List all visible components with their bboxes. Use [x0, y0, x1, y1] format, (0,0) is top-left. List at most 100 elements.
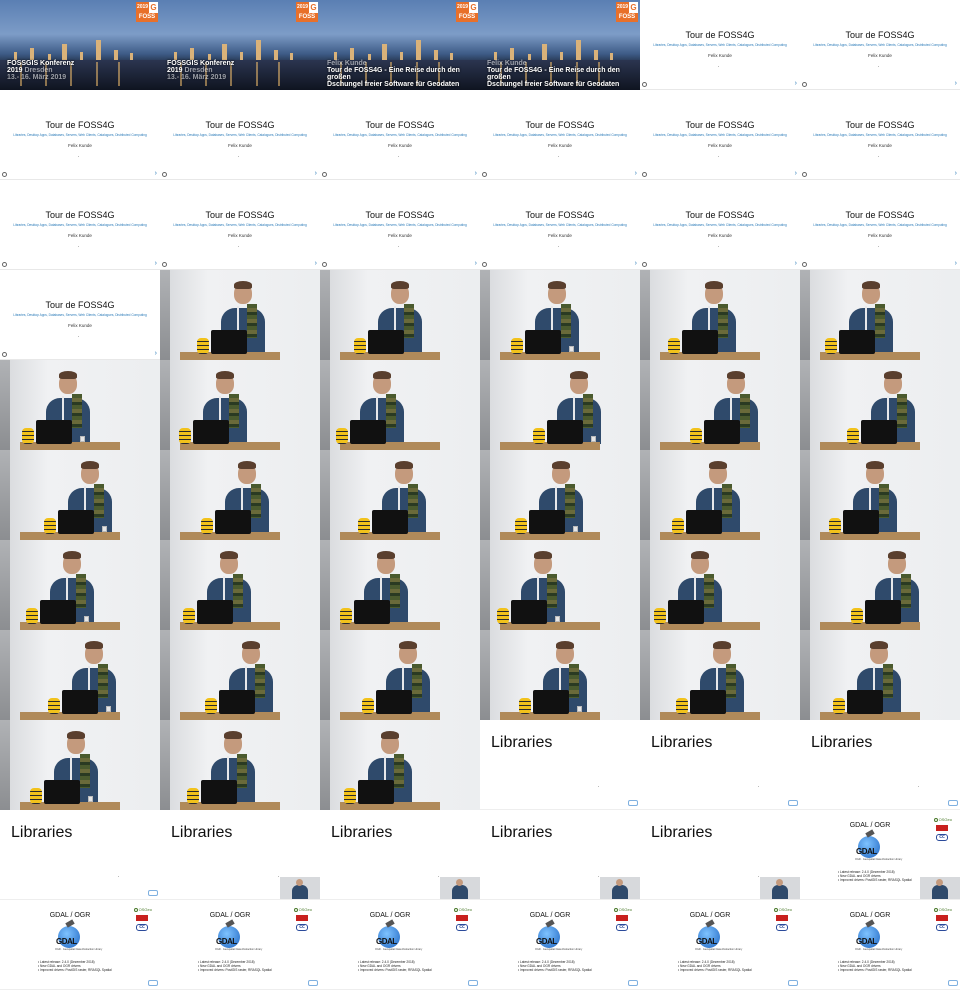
next-arrow-icon[interactable]: › — [954, 260, 957, 267]
thumbnail-title-talk[interactable]: 2019 G FOSS Felix Kunde Tour de FOSS4G - Ein… — [480, 0, 640, 90]
slide-nav-icon[interactable] — [628, 980, 638, 986]
thumbnail-libraries-pip[interactable]: Libraries — [320, 810, 480, 900]
slide-nav-icon[interactable] — [308, 980, 318, 986]
slide-nav-icon[interactable] — [788, 980, 798, 986]
thumbnail-tour[interactable]: Tour de FOSS4G Libraries, Desktop Apps, D… — [640, 0, 800, 90]
thumbnail-tour[interactable]: Tour de FOSS4G Libraries, Desktop Apps, D… — [800, 0, 960, 90]
next-arrow-icon[interactable]: › — [794, 80, 797, 87]
thumbnail-libraries-pip[interactable]: Libraries — [480, 810, 640, 900]
thumbnail-video[interactable] — [480, 450, 640, 540]
slide-nav-icon[interactable] — [148, 980, 158, 986]
thumbnail-tour[interactable]: Tour de FOSS4G Libraries, Desktop Apps, D… — [640, 90, 800, 180]
thumbnail-video[interactable] — [320, 720, 480, 810]
thumbnail-video[interactable] — [800, 270, 960, 360]
thumbnail-gdal[interactable]: GDAL / OGR OSGeo cc GDAL OGR · Geospatial Da… — [160, 900, 320, 990]
thumbnail-tour[interactable]: Tour de FOSS4G Libraries, Desktop Apps, D… — [160, 180, 320, 270]
settings-icon[interactable] — [642, 172, 647, 177]
thumbnail-video[interactable] — [160, 450, 320, 540]
thumbnail-gdal-pip[interactable]: GDAL / OGR OSGeo cc GDAL OGR · Geospatial Da… — [800, 810, 960, 900]
thumbnail-video[interactable] — [160, 360, 320, 450]
thumbnail-video[interactable] — [320, 450, 480, 540]
thumbnail-video[interactable] — [160, 540, 320, 630]
thumbnail-title-event[interactable]: 2019 G FOSS FOSSGIS Konferenz 2019 Dresden 13… — [160, 0, 320, 90]
slide-nav-icon[interactable] — [628, 800, 638, 806]
settings-icon[interactable] — [482, 172, 487, 177]
thumbnail-tour[interactable]: Tour de FOSS4G Libraries, Desktop Apps, D… — [800, 180, 960, 270]
slide-nav-icon[interactable] — [148, 890, 158, 896]
thumbnail-tour[interactable]: Tour de FOSS4G Libraries, Desktop Apps, D… — [800, 90, 960, 180]
next-arrow-icon[interactable]: › — [154, 260, 157, 267]
thumbnail-video[interactable] — [320, 270, 480, 360]
settings-icon[interactable] — [2, 352, 7, 357]
settings-icon[interactable] — [802, 82, 807, 87]
next-arrow-icon[interactable]: › — [794, 170, 797, 177]
settings-icon[interactable] — [802, 172, 807, 177]
settings-icon[interactable] — [162, 172, 167, 177]
thumbnail-gdal[interactable]: GDAL / OGR OSGeo cc GDAL OGR · Geospatial Da… — [640, 900, 800, 990]
next-arrow-icon[interactable]: › — [474, 260, 477, 267]
thumbnail-tour[interactable]: Tour de FOSS4G Libraries, Desktop Apps, D… — [0, 90, 160, 180]
settings-icon[interactable] — [162, 262, 167, 267]
settings-icon[interactable] — [322, 172, 327, 177]
next-arrow-icon[interactable]: › — [634, 170, 637, 177]
thumbnail-video[interactable] — [640, 360, 800, 450]
thumbnail-gdal[interactable]: GDAL / OGR OSGeo cc GDAL OGR · Geospatial Da… — [480, 900, 640, 990]
thumbnail-video[interactable] — [320, 540, 480, 630]
thumbnail-title-event[interactable]: 2019 G FOSS FOSSGIS Konferenz 2019 Dresden 13… — [0, 0, 160, 90]
thumbnail-video[interactable] — [640, 630, 800, 720]
thumbnail-video[interactable] — [480, 630, 640, 720]
thumbnail-video[interactable] — [160, 720, 320, 810]
next-arrow-icon[interactable]: › — [474, 170, 477, 177]
settings-icon[interactable] — [2, 262, 7, 267]
thumbnail-video[interactable] — [0, 450, 160, 540]
thumbnail-libraries[interactable]: Libraries — [0, 810, 160, 900]
thumbnail-video[interactable] — [0, 540, 160, 630]
thumbnail-video[interactable] — [640, 270, 800, 360]
thumbnail-tour[interactable]: Tour de FOSS4G Libraries, Desktop Apps, D… — [320, 180, 480, 270]
thumbnail-tour[interactable]: Tour de FOSS4G Libraries, Desktop Apps, D… — [160, 90, 320, 180]
thumbnail-title-talk[interactable]: 2019 G FOSS Felix Kunde Tour de FOSS4G - Ein… — [320, 0, 480, 90]
thumbnail-tour[interactable]: Tour de FOSS4G Libraries, Desktop Apps, D… — [480, 90, 640, 180]
slide-nav-icon[interactable] — [948, 980, 958, 986]
thumbnail-gdal[interactable]: GDAL / OGR OSGeo cc GDAL OGR · Geospatial Da… — [320, 900, 480, 990]
slide-nav-icon[interactable] — [788, 800, 798, 806]
next-arrow-icon[interactable]: › — [314, 260, 317, 267]
slide-nav-icon[interactable] — [468, 980, 478, 986]
next-arrow-icon[interactable]: › — [954, 80, 957, 87]
next-arrow-icon[interactable]: › — [154, 350, 157, 357]
thumbnail-libraries[interactable]: Libraries — [480, 720, 640, 810]
next-arrow-icon[interactable]: › — [314, 170, 317, 177]
thumbnail-video[interactable] — [480, 270, 640, 360]
thumbnail-tour[interactable]: Tour de FOSS4G Libraries, Desktop Apps, D… — [640, 180, 800, 270]
next-arrow-icon[interactable]: › — [954, 170, 957, 177]
settings-icon[interactable] — [322, 262, 327, 267]
thumbnail-video[interactable] — [480, 360, 640, 450]
thumbnail-video[interactable] — [800, 360, 960, 450]
thumbnail-video[interactable] — [0, 360, 160, 450]
thumbnail-video[interactable] — [640, 540, 800, 630]
settings-icon[interactable] — [642, 82, 647, 87]
thumbnail-libraries[interactable]: Libraries — [800, 720, 960, 810]
thumbnail-libraries[interactable]: Libraries — [640, 720, 800, 810]
thumbnail-tour[interactable]: Tour de FOSS4G Libraries, Desktop Apps, D… — [0, 270, 160, 360]
thumbnail-gdal[interactable]: GDAL / OGR OSGeo cc GDAL OGR · Geospatial Da… — [0, 900, 160, 990]
thumbnail-video[interactable] — [160, 630, 320, 720]
settings-icon[interactable] — [2, 172, 7, 177]
next-arrow-icon[interactable]: › — [794, 260, 797, 267]
slide-nav-icon[interactable] — [948, 800, 958, 806]
thumbnail-libraries-pip[interactable]: Libraries — [640, 810, 800, 900]
thumbnail-video[interactable] — [0, 630, 160, 720]
thumbnail-gdal[interactable]: GDAL / OGR OSGeo cc GDAL OGR · Geospatial Da… — [800, 900, 960, 990]
thumbnail-video[interactable] — [480, 540, 640, 630]
thumbnail-video[interactable] — [800, 450, 960, 540]
settings-icon[interactable] — [802, 262, 807, 267]
thumbnail-tour[interactable]: Tour de FOSS4G Libraries, Desktop Apps, D… — [320, 90, 480, 180]
thumbnail-video[interactable] — [160, 270, 320, 360]
thumbnail-tour[interactable]: Tour de FOSS4G Libraries, Desktop Apps, D… — [480, 180, 640, 270]
thumbnail-video[interactable] — [320, 360, 480, 450]
thumbnail-video[interactable] — [640, 450, 800, 540]
thumbnail-video[interactable] — [320, 630, 480, 720]
thumbnail-libraries-pip[interactable]: Libraries — [160, 810, 320, 900]
thumbnail-video[interactable] — [800, 630, 960, 720]
settings-icon[interactable] — [642, 262, 647, 267]
